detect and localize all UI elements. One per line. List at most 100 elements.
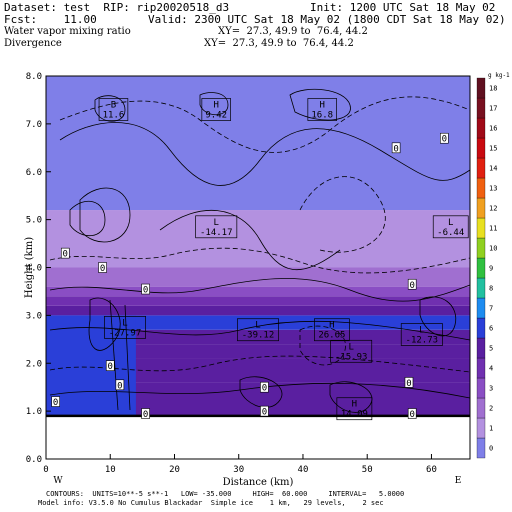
- y-tick-label: 6.0: [26, 168, 42, 178]
- colorbar-label: 6: [489, 325, 493, 333]
- moisture-band-6: [46, 296, 470, 306]
- extremum-label: 9.42: [205, 111, 227, 121]
- contour-label-box: [115, 379, 125, 391]
- contour-label: 0: [53, 398, 58, 408]
- extremum-box: [201, 98, 231, 121]
- moisture-band-8: [46, 267, 470, 287]
- contour-line-5: [299, 176, 386, 253]
- contour-label: 0: [262, 408, 267, 418]
- contour-info: CONTOURS: UNITS=10**-5 s**-1 LOW= -35.00…: [46, 490, 405, 498]
- colorbar-swatch: [476, 357, 486, 379]
- contour-line-4: [159, 209, 341, 271]
- colorbar-swatch: [476, 97, 486, 119]
- extremum-box: [336, 397, 373, 421]
- field-name-moisture: Water vapor mixing ratio: [4, 26, 131, 37]
- cross-section-endpoints-1: XY= 27.3, 49.9 to 76.4, 44.2: [218, 26, 368, 37]
- y-tick-label: 5.0: [26, 216, 42, 226]
- contour-label-box: [440, 132, 449, 144]
- extremum-label: -39.12: [242, 331, 275, 341]
- colorbar-label: 11: [489, 225, 497, 233]
- colorbar-label: 0: [489, 445, 493, 453]
- colorbar-label: 9: [489, 265, 493, 273]
- valid-time: Valid: 2300 UTC Sat 18 May 02 (1800 CDT …: [148, 13, 506, 26]
- divergence-contours: [49, 88, 471, 413]
- colorbar-swatch: [476, 217, 486, 239]
- colorbar-label: 14: [489, 165, 497, 173]
- west-end-label: W: [53, 476, 63, 486]
- contour-label: 0: [63, 250, 68, 260]
- y-axis-label: Height (km): [24, 237, 35, 298]
- contour-line-13: [49, 355, 471, 373]
- contour-label: 0: [143, 286, 148, 296]
- colorbar-swatch: [476, 157, 486, 179]
- extremum-label: H: [214, 101, 219, 111]
- contour-label: 0: [406, 379, 411, 389]
- dataset-label: Dataset: test RIP: rip20020518_d3: [4, 1, 230, 14]
- colorbar-swatch: [476, 397, 486, 419]
- y-tick-label: 3.0: [26, 311, 42, 321]
- y-tick-label: 4.0: [26, 264, 42, 274]
- colorbar-label: 15: [489, 145, 497, 153]
- extremum-box: [432, 215, 469, 239]
- moisture-band-4: [46, 315, 470, 330]
- x-tick-label: 30: [233, 465, 244, 475]
- contour-label: 0: [442, 135, 447, 145]
- colorbar-swatch: [476, 297, 486, 319]
- moisture-band-10: [46, 76, 470, 211]
- x-tick-label: 20: [169, 465, 180, 475]
- colorbar-label: 3: [489, 385, 493, 393]
- contour-label: 0: [409, 281, 414, 291]
- moisture-band-left: [46, 315, 136, 416]
- contour-line-20: [419, 296, 457, 337]
- contour-line-7: [289, 88, 351, 121]
- contour-label-box: [105, 360, 115, 371]
- colorbar-swatch: [476, 417, 486, 439]
- colorbar-label: 5: [489, 345, 493, 353]
- colorbar-swatch: [476, 317, 486, 339]
- colorbar-label: 7: [489, 305, 493, 313]
- contour-label-box: [407, 408, 417, 419]
- contour-label-box: [391, 142, 401, 154]
- x-tick-label: 0: [43, 465, 48, 475]
- contour-label-box: [260, 405, 269, 417]
- x-axis-label: Distance (km): [223, 477, 294, 488]
- extremum-label: H: [320, 101, 325, 111]
- colorbar-label: 2: [489, 405, 493, 413]
- extremum-label: L: [348, 342, 353, 352]
- colorbar-label: 18: [489, 85, 497, 93]
- colorbar-label: 1: [489, 425, 493, 433]
- extremum-label: 11.6: [103, 111, 125, 121]
- extremum-label: B: [111, 101, 116, 111]
- contour-line-12: [49, 320, 471, 341]
- extremum-box: [195, 215, 238, 239]
- y-tick-label: 2.0: [26, 359, 42, 369]
- colorbar-swatch: [476, 337, 486, 359]
- contour-label-box: [98, 262, 107, 273]
- extremum-label: L: [214, 218, 219, 228]
- moisture-band-1: [46, 358, 470, 383]
- moisture-band-9: [46, 210, 470, 268]
- contour-label: 0: [117, 381, 122, 391]
- moisture-band-2: [46, 344, 470, 359]
- extremum-box: [237, 318, 279, 342]
- extremum-label: 14.09: [341, 410, 368, 420]
- extremum-label: L: [122, 318, 127, 328]
- contour-label: 0: [262, 384, 267, 394]
- y-tick-label: 8.0: [26, 72, 42, 82]
- extremum-label: H: [329, 321, 334, 331]
- contour-line-18: [239, 376, 283, 408]
- init-time: Init: 1200 UTC Sat 18 May 02: [310, 1, 496, 14]
- y-tick-label: 1.0: [26, 407, 42, 417]
- colorbar-swatch: [476, 377, 486, 399]
- contour-label-box: [60, 247, 70, 259]
- y-tick-label: 7.0: [26, 120, 42, 130]
- colorbar-label: 4: [489, 365, 493, 373]
- colorbar-label: 10: [489, 245, 497, 253]
- moisture-band-5: [46, 305, 470, 316]
- contour-line-2: [79, 187, 131, 243]
- east-end-label: E: [455, 476, 462, 486]
- contour-label: 0: [409, 410, 414, 420]
- cross-section-endpoints-2: XY= 27.3, 49.9 to 76.4, 44.2: [204, 38, 354, 49]
- extremum-label: -12.73: [406, 336, 439, 346]
